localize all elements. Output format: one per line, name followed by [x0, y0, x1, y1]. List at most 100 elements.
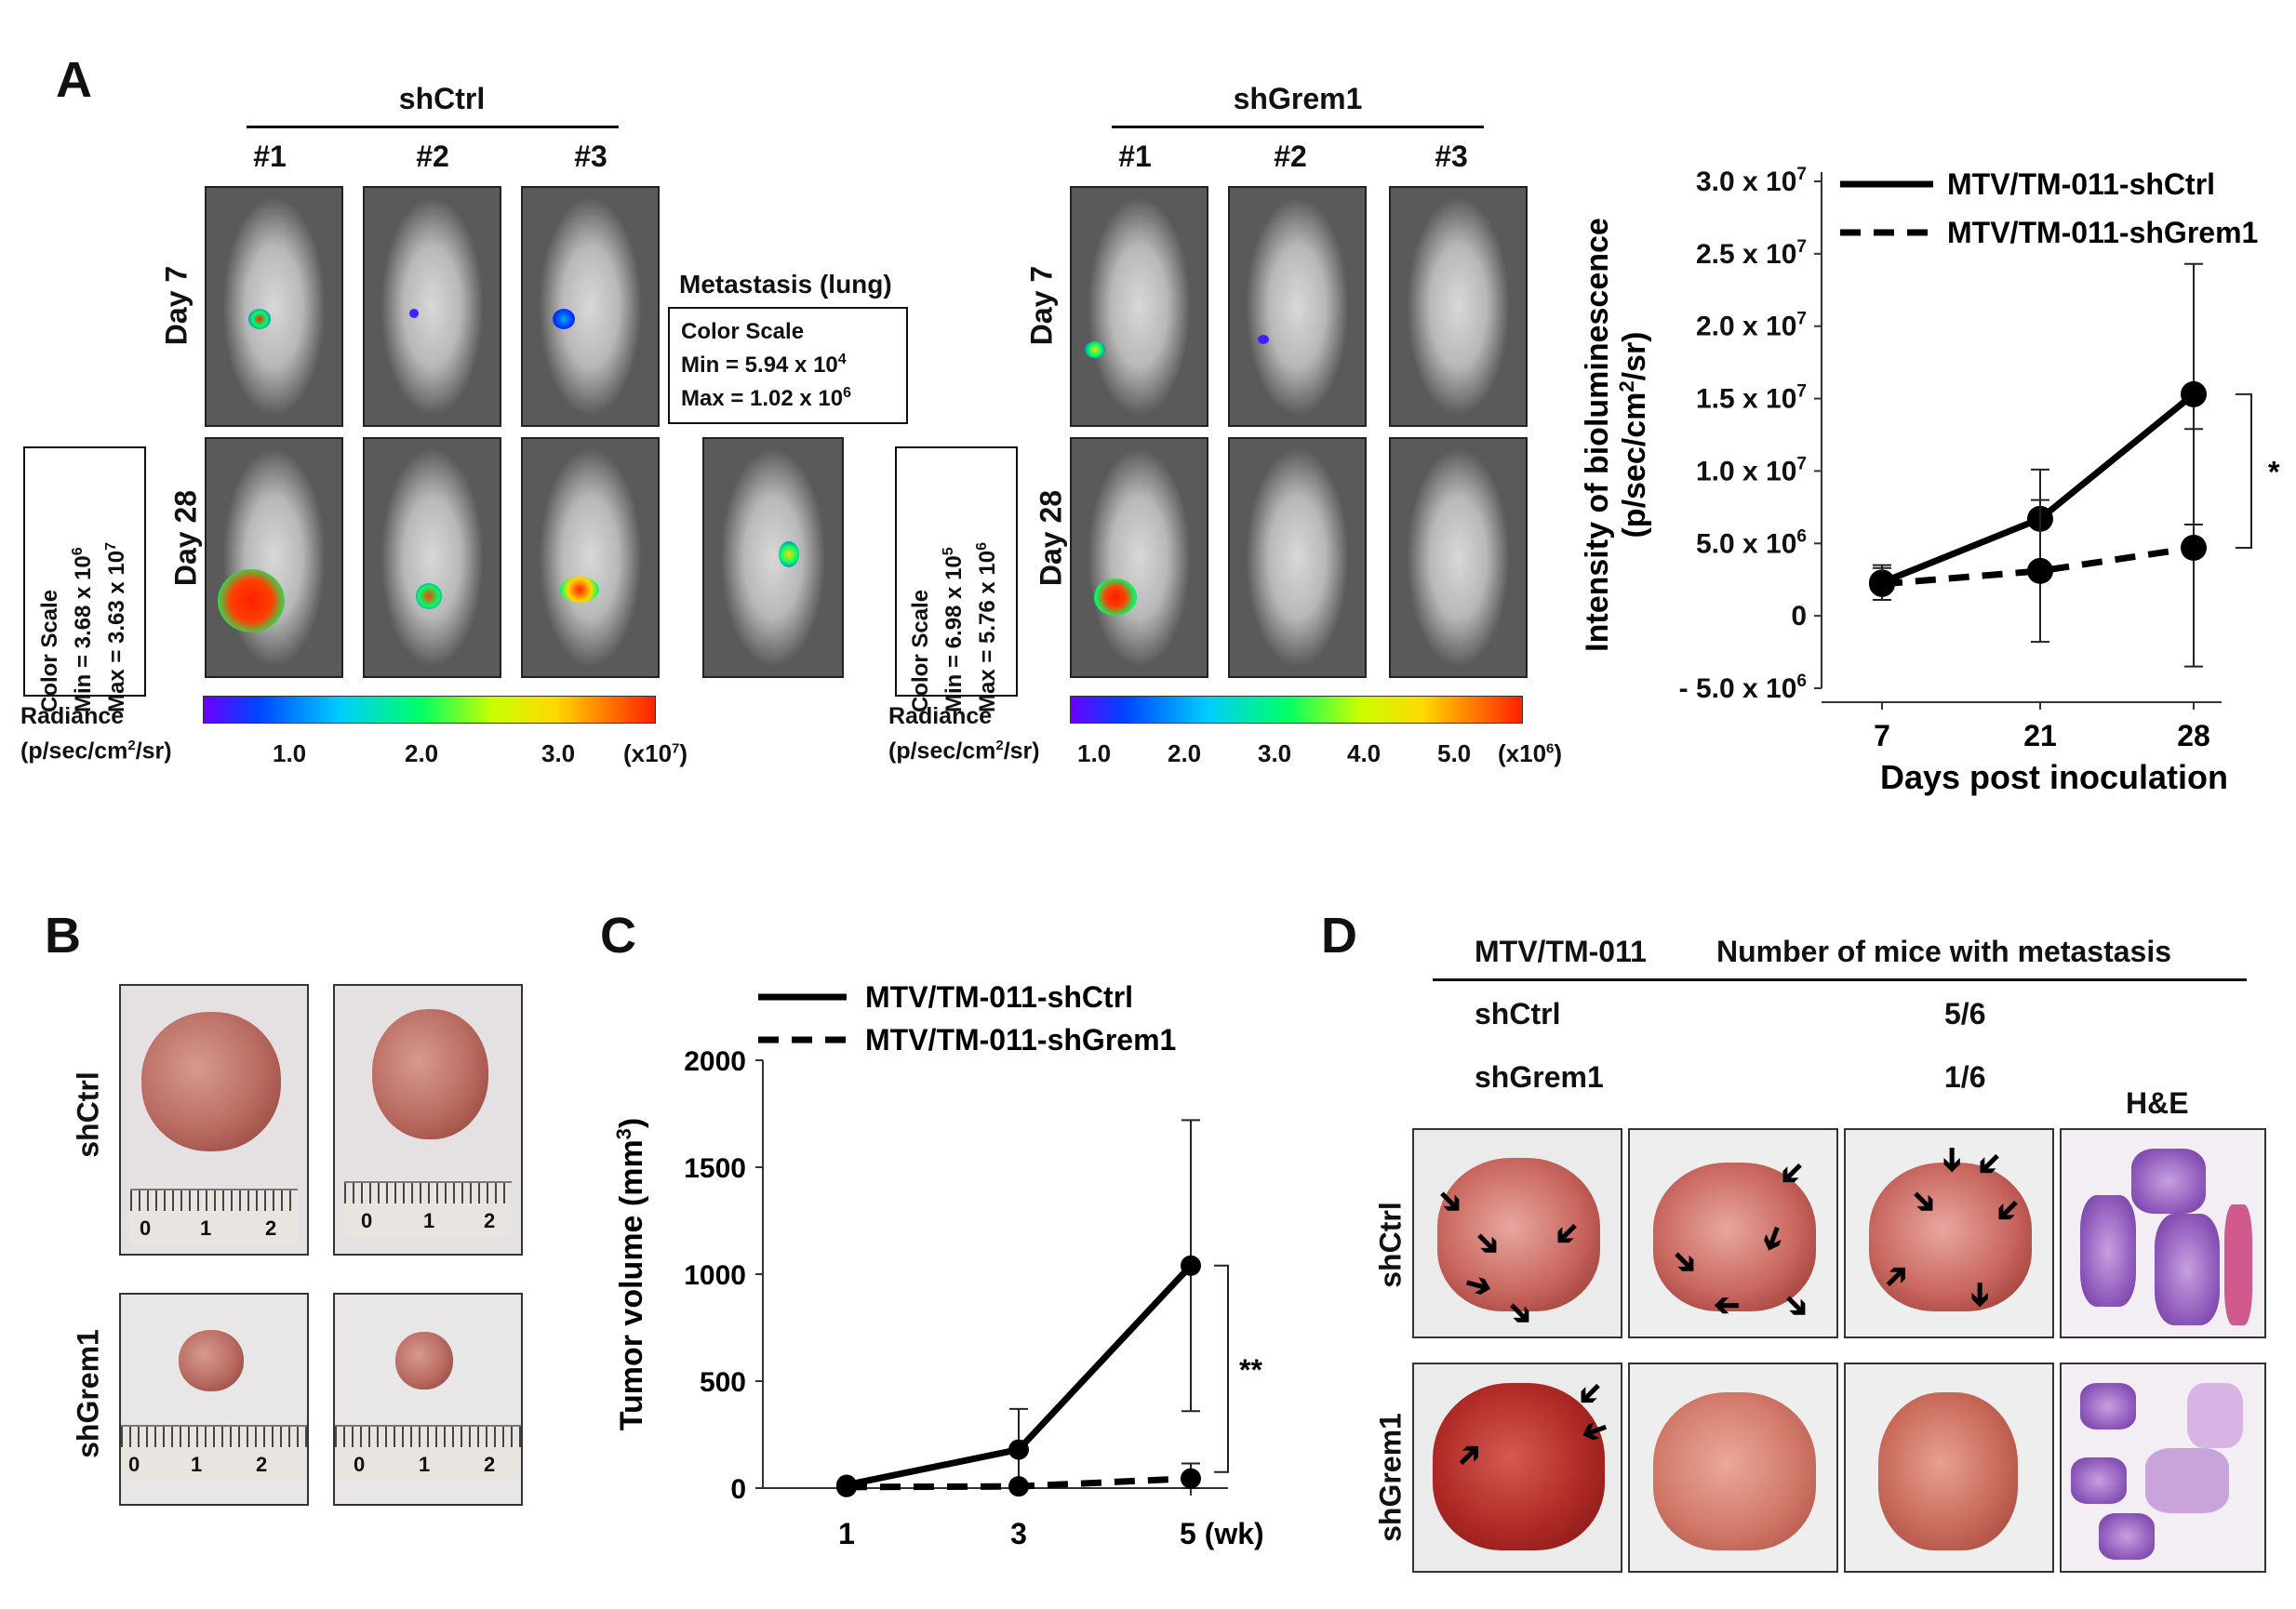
left-scale-title: Color Scale	[37, 589, 62, 712]
lung	[1878, 1392, 2018, 1550]
left-scale-max: Max = 3.63 x 107	[103, 541, 129, 712]
y-axis-title-units: (p/sec/cm2/sr)	[1615, 331, 1652, 538]
panel-b-row-shctrl: shCtrl	[71, 1071, 105, 1158]
shctrl-day28-label: Day 28	[168, 489, 203, 587]
y-tick-label: 2.5 x 107	[1696, 237, 1807, 270]
right-bar-tick-3: 3.0	[1258, 739, 1292, 767]
x-tick-label: 3	[1010, 1517, 1027, 1550]
y-tick-label: 1.0 x 107	[1696, 454, 1807, 486]
legend-label-0: MTV/TM-011-shCtrl	[1947, 167, 2215, 201]
lung	[1653, 1163, 1816, 1311]
panel-a-letter: A	[56, 52, 92, 108]
shgrem1-day7-mouse-2	[1228, 186, 1367, 427]
shctrl-day7-mouse-3	[521, 186, 660, 427]
y-tick-label: 5.0 x 106	[1696, 526, 1807, 559]
shctrl-mouse-1: #1	[253, 140, 287, 173]
right-bar-tick-5: 5.0	[1437, 739, 1472, 767]
shctrl-day7-mouse-1	[205, 186, 343, 427]
table-header-group: MTV/TM-011	[1475, 935, 1647, 968]
y-tick-label: 1.5 x 107	[1696, 382, 1807, 415]
y-tick-label: 2000	[684, 1046, 746, 1077]
shgrem1-mouse-1: #1	[1118, 140, 1152, 173]
shctrl-tumor-photo-2: 0 1 2	[333, 984, 523, 1256]
right-radiance-label: Radiance (p/sec/cm2/sr)	[888, 703, 1040, 765]
tumor-volume-chart: 0 500 1000 1500 2000 1 3 5 (wk) Tumor volume (mm…	[612, 980, 1264, 1550]
shctrl-lung-photo-3: ➔ ➔ ➔ ➔ ➔ ➔	[1844, 1128, 2054, 1338]
shgrem1-lung-photo-3	[1844, 1363, 2054, 1573]
significance-label: **	[1239, 1353, 1262, 1387]
x-axis-title: Days post inoculation	[1880, 758, 2228, 796]
shctrl-header-rule	[247, 126, 619, 128]
legend-label-1: MTV/TM-011-shGrem1	[865, 1023, 1176, 1057]
panel-b-row-shgrem1: shGrem1	[71, 1329, 105, 1458]
scale-max: Max = 1.02 x 106	[681, 385, 852, 411]
y-tick-label: 0	[1791, 601, 1807, 632]
shgrem1-tumor-photo-2: 0 1 2	[333, 1293, 523, 1506]
bioluminescence-spot	[248, 309, 271, 329]
shctrl-he-section	[2060, 1128, 2266, 1338]
metastasis-lung-image	[702, 437, 844, 678]
ruler-mark-2: 2	[484, 1209, 496, 1232]
he-label: H&E	[2126, 1086, 2189, 1120]
shgrem1-day28-mouse-1	[1070, 437, 1208, 678]
ruler-mark-1: 1	[200, 1217, 212, 1240]
scale-min: Min = 5.94 x 104	[681, 352, 847, 378]
y-tick-label: 3.0 x 107	[1696, 165, 1807, 197]
data-point	[1008, 1476, 1029, 1497]
ruler-mark-1: 1	[423, 1209, 435, 1232]
data-point	[1869, 570, 1895, 597]
y-tick-label: 1500	[684, 1153, 746, 1184]
table-row-shctrl-group: shCtrl	[1475, 997, 1561, 1031]
x-tick-label: 28	[2177, 719, 2210, 752]
significance-bracket	[1214, 1264, 1229, 1473]
shgrem1-lung-photo-2	[1628, 1363, 1838, 1573]
panel-b-letter: B	[45, 908, 81, 964]
shctrl-mouse-3: #3	[574, 140, 607, 173]
right-scale-title: Color Scale	[908, 589, 933, 712]
left-bar-tick-3: 3.0	[541, 739, 576, 767]
ruler: 0 1 2	[121, 1425, 307, 1481]
table-row-shctrl-value: 5/6	[1944, 997, 1986, 1031]
table-row-shgrem1-value: 1/6	[1944, 1060, 1986, 1094]
data-point	[1181, 1468, 1201, 1489]
right-bar-unit: (x106)	[1498, 739, 1563, 767]
ruler-mark-1: 1	[191, 1453, 203, 1476]
shgrem1-header-rule	[1112, 126, 1484, 128]
arrow-icon: ➔	[1962, 1281, 1998, 1309]
y-tick-label: 0	[730, 1474, 746, 1505]
significance-label: *	[2268, 455, 2280, 488]
right-bar-tick-1: 1.0	[1077, 739, 1112, 767]
tumor	[372, 1009, 488, 1139]
shgrem1-header: shGrem1	[1233, 82, 1363, 115]
series-line-1	[1881, 544, 2195, 588]
shgrem1-lung-photo-1: ➔ ➔ ➔	[1412, 1363, 1622, 1573]
y-tick-label: 2.0 x 107	[1696, 310, 1807, 342]
lung	[1433, 1383, 1605, 1550]
shgrem1-day28-mouse-2	[1228, 437, 1367, 678]
y-tick-label: 500	[700, 1367, 746, 1398]
metastasis-color-scale: Color Scale Min = 5.94 x 104 Max = 1.02 …	[668, 307, 908, 424]
ruler-mark-0: 0	[361, 1209, 373, 1232]
left-bar-tick-1: 1.0	[273, 739, 307, 767]
y-axis-title: Intensity of bioluminescence	[1580, 218, 1615, 652]
bioluminescence-spot	[1258, 335, 1269, 344]
ruler-mark-1: 1	[419, 1453, 431, 1476]
he-tissue	[2080, 1383, 2136, 1429]
legend-label-1: MTV/TM-011-shGrem1	[1947, 216, 2258, 249]
lung	[1437, 1158, 1600, 1311]
shctrl-day28-mouse-3	[521, 437, 660, 678]
right-bar-tick-2: 2.0	[1168, 739, 1202, 767]
shgrem1-mouse-3: #3	[1435, 140, 1468, 173]
x-tick-label: 1	[838, 1517, 855, 1550]
ruler: 0 1 2	[344, 1181, 512, 1237]
panel-d-letter: D	[1321, 908, 1357, 964]
shctrl-day7-label: Day 7	[159, 265, 194, 346]
lung	[1653, 1392, 1816, 1550]
shgrem1-he-section	[2060, 1363, 2266, 1573]
data-point	[2027, 557, 2053, 584]
tumor	[179, 1330, 244, 1391]
shgrem1-day7-label: Day 7	[1024, 265, 1059, 346]
bioluminescence-chart: 3.0 x 107 2.5 x 107 2.0 x 107 1.5 x 107 1.0 …	[1580, 165, 2280, 796]
panel-d-row-shctrl: shCtrl	[1373, 1202, 1408, 1288]
x-tick-label: 7	[1874, 719, 1890, 752]
